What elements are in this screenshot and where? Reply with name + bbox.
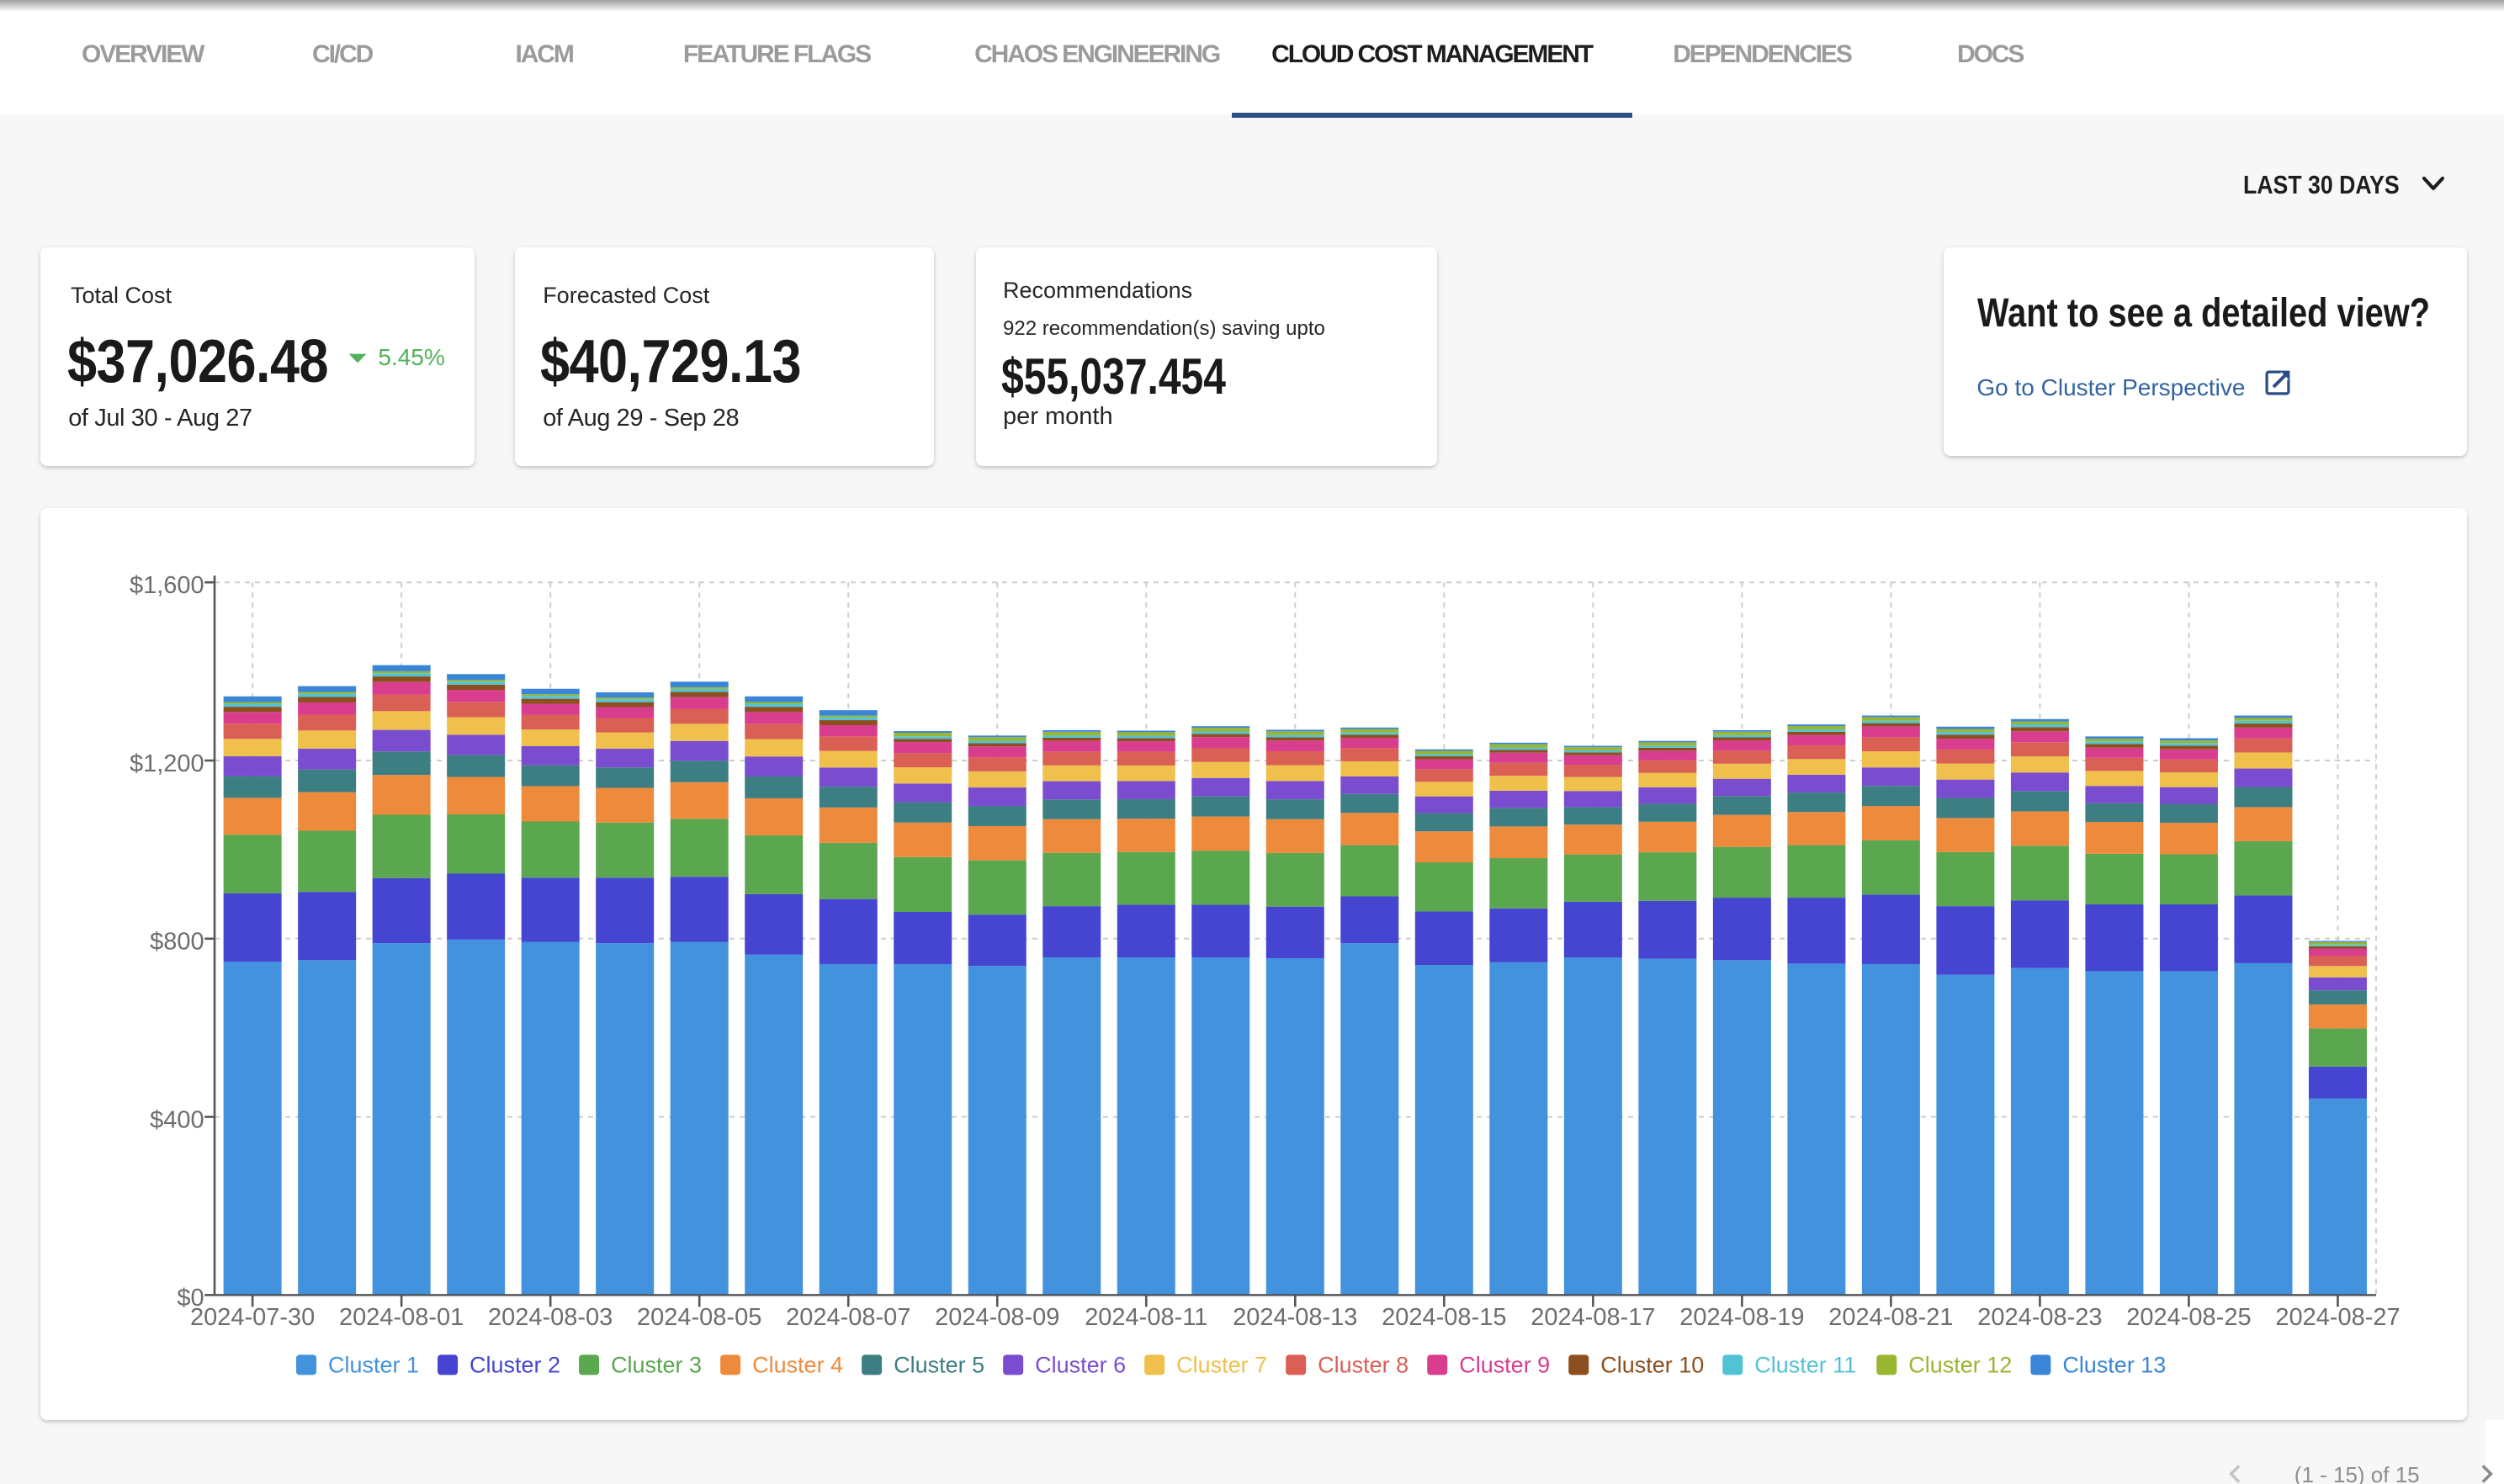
svg-text:2024-08-19: 2024-08-19 (1679, 1305, 1804, 1332)
svg-text:Cluster 12: Cluster 12 (1908, 1353, 2012, 1378)
svg-text:Cluster 1: Cluster 1 (328, 1353, 419, 1378)
svg-text:Cluster 11: Cluster 11 (1754, 1353, 1856, 1378)
svg-text:$800: $800 (150, 929, 204, 956)
svg-text:Cluster 13: Cluster 13 (2062, 1353, 2166, 1378)
svg-text:Cluster 6: Cluster 6 (1035, 1353, 1126, 1378)
svg-text:2024-08-17: 2024-08-17 (1531, 1305, 1655, 1332)
svg-text:$1,200: $1,200 (130, 750, 204, 777)
svg-text:2024-08-07: 2024-08-07 (786, 1305, 910, 1332)
svg-text:2024-08-21: 2024-08-21 (1828, 1305, 1953, 1332)
svg-text:2024-08-09: 2024-08-09 (935, 1305, 1059, 1332)
svg-text:2024-08-25: 2024-08-25 (2126, 1305, 2251, 1332)
svg-text:Cluster 10: Cluster 10 (1600, 1353, 1704, 1378)
svg-text:2024-08-15: 2024-08-15 (1382, 1305, 1506, 1332)
svg-text:Cluster 2: Cluster 2 (470, 1353, 560, 1378)
svg-text:2024-08-03: 2024-08-03 (488, 1305, 613, 1332)
svg-text:$400: $400 (150, 1107, 204, 1134)
svg-text:$1,600: $1,600 (130, 573, 204, 600)
svg-text:2024-08-11: 2024-08-11 (1085, 1305, 1207, 1332)
svg-text:2024-07-30: 2024-07-30 (190, 1305, 315, 1332)
svg-text:2024-08-27: 2024-08-27 (2275, 1305, 2400, 1332)
svg-text:2024-08-05: 2024-08-05 (637, 1305, 761, 1332)
svg-text:Cluster 5: Cluster 5 (894, 1353, 984, 1378)
svg-text:Cluster 7: Cluster 7 (1176, 1353, 1267, 1378)
svg-text:Cluster 9: Cluster 9 (1459, 1353, 1550, 1378)
svg-text:Cluster 8: Cluster 8 (1318, 1353, 1408, 1378)
svg-text:$0: $0 (177, 1285, 204, 1312)
svg-text:Cluster 4: Cluster 4 (752, 1353, 843, 1378)
svg-text:2024-08-23: 2024-08-23 (1977, 1305, 2102, 1332)
svg-text:2024-08-01: 2024-08-01 (339, 1305, 464, 1332)
svg-text:2024-08-13: 2024-08-13 (1233, 1305, 1357, 1332)
svg-text:Cluster 3: Cluster 3 (611, 1353, 702, 1378)
